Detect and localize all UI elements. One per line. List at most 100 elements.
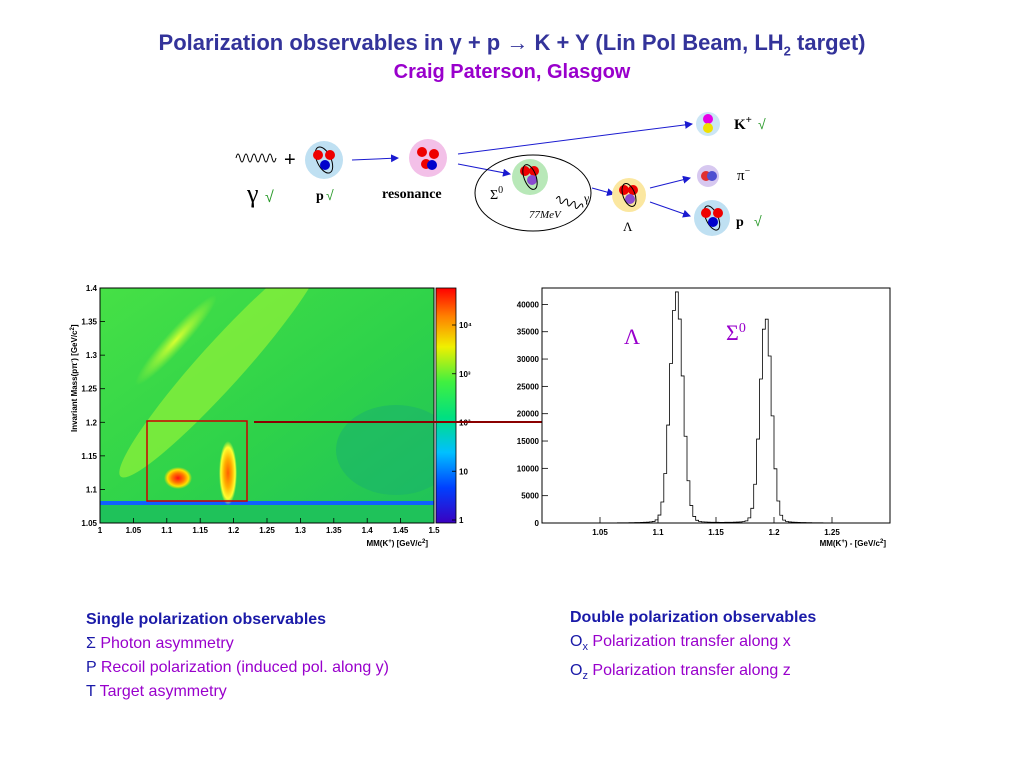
title-suffix: (Lin Pol Beam, LH bbox=[589, 30, 784, 55]
final-proton-label: p bbox=[736, 215, 744, 230]
hist-x-tick-label: 1.05 bbox=[592, 528, 608, 537]
hist-y-tick-label: 10000 bbox=[517, 464, 540, 473]
pion-label: π− bbox=[737, 166, 751, 184]
heatmap-x-tick-label: 1.2 bbox=[228, 526, 240, 535]
page-title: Polarization observables in γ + p → K + … bbox=[0, 30, 1024, 58]
decay-photon-label: γ bbox=[583, 191, 590, 205]
hist-x-tick-label: 1.25 bbox=[824, 528, 840, 537]
list-symbol: Σ bbox=[86, 635, 96, 652]
list-symbol: O bbox=[570, 662, 583, 680]
photon-energy-label: 77MeV bbox=[529, 209, 562, 221]
z-tick-label: 1 bbox=[459, 516, 464, 525]
list-text: Target asymmetry bbox=[99, 683, 227, 700]
decay-photon-wave-icon bbox=[555, 196, 584, 209]
list-item: P Recoil polarization (induced pol. alon… bbox=[86, 656, 389, 680]
lambda-label: Λ bbox=[623, 219, 633, 234]
heatmap-x-tick-label: 1.35 bbox=[326, 526, 342, 535]
double-heading: Double polarization observables bbox=[570, 609, 817, 626]
single-heading: Single polarization observables bbox=[86, 611, 327, 628]
proton-label: p bbox=[316, 189, 324, 204]
list-item: Σ Photon asymmetry bbox=[86, 632, 389, 656]
title-suffix-end: target) bbox=[790, 30, 866, 55]
hist-y-tick-label: 30000 bbox=[517, 355, 540, 364]
kaon-check: √ bbox=[758, 116, 766, 132]
lambda-icon bbox=[612, 178, 646, 212]
sigma-decay-ellipse bbox=[474, 154, 592, 232]
hist-y-tick-label: 25000 bbox=[517, 382, 540, 391]
list-text: Recoil polarization (induced pol. along … bbox=[100, 659, 390, 676]
heatmap-y-tick-label: 1.1 bbox=[86, 485, 98, 494]
hist-y-tick-label: 40000 bbox=[517, 300, 540, 309]
heatmap-y-tick-label: 1.4 bbox=[86, 284, 98, 293]
kaon-label: K+ bbox=[734, 114, 752, 133]
heatmap-y-tick-label: 1.05 bbox=[81, 519, 97, 528]
title-reaction: γ + p → K + Y bbox=[449, 30, 590, 55]
heatmap-x-tick-label: 1.45 bbox=[393, 526, 409, 535]
selection-arrow bbox=[254, 416, 600, 428]
hist-y-tick-label: 0 bbox=[535, 519, 540, 528]
list-subscript: x bbox=[582, 641, 588, 654]
author-line: Craig Paterson, Glasgow bbox=[393, 61, 631, 83]
double-observables-list: Double polarization observables Ox Polar… bbox=[570, 606, 816, 688]
list-text: Photon asymmetry bbox=[100, 635, 234, 652]
missing-mass-histogram: 1.05 1.1 1.15 1.2 1.25 0 5000 10000 15000 20000 25… bbox=[517, 287, 891, 548]
list-item: Ox Polarization transfer along x bbox=[570, 630, 816, 659]
hist-annotation-lambda: Λ bbox=[624, 324, 640, 349]
hist-x-tick-label: 1.2 bbox=[768, 528, 780, 537]
heatmap-lambda-peak bbox=[164, 467, 192, 489]
reaction-diagram: + γ √ p √ resonance K+ √ Σ0 γ 77M bbox=[235, 112, 766, 236]
z-tick-label: 10³ bbox=[459, 370, 471, 379]
gamma-check: √ bbox=[265, 189, 274, 206]
hist-y-tick-label: 15000 bbox=[517, 437, 540, 446]
heatmap-x-tick-label: 1.1 bbox=[161, 526, 173, 535]
resonance-label: resonance bbox=[382, 187, 442, 202]
pion-icon bbox=[697, 165, 719, 187]
proton-check: √ bbox=[326, 187, 334, 203]
hist-y-tick-label: 5000 bbox=[521, 492, 539, 501]
sigma-label: Σ0 bbox=[490, 185, 503, 203]
gamma-label: γ bbox=[246, 179, 259, 208]
heatmap-x-tick-label: 1.15 bbox=[192, 526, 208, 535]
invariant-mass-heatmap: 1 1.05 1.1 1.15 1.2 1.25 1.3 1.35 1.4 1.45 1.51.05… bbox=[70, 284, 472, 548]
heatmap-xlabel: MM(K+) [GeV/c2] bbox=[366, 539, 428, 548]
heatmap-x-tick-label: 1.25 bbox=[259, 526, 275, 535]
heatmap-y-tick-label: 1.35 bbox=[81, 318, 97, 327]
heatmap-x-tick-label: 1.3 bbox=[295, 526, 307, 535]
heatmap-ylabel: Invariant Mass(pπ-) [GeV/c2] bbox=[70, 324, 79, 432]
list-symbol: P bbox=[86, 659, 97, 676]
list-text: Polarization transfer along x bbox=[592, 633, 791, 650]
hist-x-tick-label: 1.1 bbox=[652, 528, 664, 537]
heatmap-y-tick-label: 1.3 bbox=[86, 351, 98, 360]
selection-box bbox=[146, 420, 248, 502]
heatmap-x-tick-label: 1 bbox=[98, 526, 103, 535]
z-tick-label: 10⁴ bbox=[459, 321, 472, 330]
heatmap-y-tick-label: 1.2 bbox=[86, 418, 98, 427]
list-item: T Target asymmetry bbox=[86, 680, 389, 704]
single-observables-list: Single polarization observables Σ Photon… bbox=[86, 608, 389, 704]
heatmap-x-tick-label: 1.05 bbox=[126, 526, 142, 535]
final-proton-check: √ bbox=[754, 213, 762, 229]
heatmap-sigma-peak bbox=[219, 441, 237, 505]
hist-xlabel: MM(K+) - [GeV/c2] bbox=[820, 539, 887, 548]
photon-wave-icon bbox=[235, 153, 277, 163]
proton-icon bbox=[305, 141, 343, 179]
list-symbol: T bbox=[86, 683, 96, 700]
histogram-line bbox=[611, 291, 824, 524]
hist-x-tick-label: 1.15 bbox=[708, 528, 724, 537]
heatmap-x-tick-label: 1.5 bbox=[428, 526, 440, 535]
list-item: Oz Polarization transfer along z bbox=[570, 659, 816, 688]
heatmap-x-tick-label: 1.4 bbox=[362, 526, 374, 535]
sigma-icon bbox=[512, 159, 548, 195]
z-colorbar bbox=[435, 287, 457, 524]
title-subscript: 2 bbox=[783, 43, 791, 59]
heatmap-y-tick-label: 1.25 bbox=[81, 385, 97, 394]
list-text: Polarization transfer along z bbox=[592, 662, 791, 680]
list-subscript: z bbox=[582, 670, 588, 683]
list-symbol: O bbox=[570, 633, 583, 650]
hist-y-tick-label: 35000 bbox=[517, 328, 540, 337]
plus-sign: + bbox=[284, 149, 296, 171]
title-prefix: Polarization observables in bbox=[158, 30, 450, 55]
z-tick-label: 10 bbox=[459, 467, 468, 476]
heatmap-y-tick-label: 1.15 bbox=[81, 452, 97, 461]
resonance-icon bbox=[409, 139, 447, 177]
